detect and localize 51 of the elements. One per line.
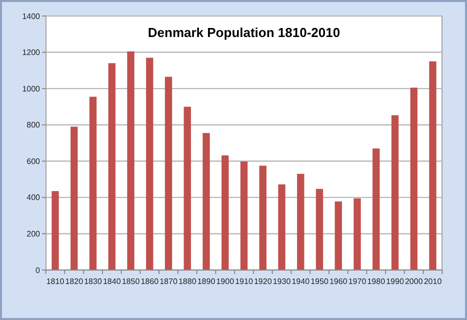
y-tick-label: 1200	[22, 48, 41, 58]
bar	[391, 115, 399, 270]
x-tick-label: 1990	[386, 277, 404, 286]
x-tick-label: 1970	[348, 277, 367, 286]
bar	[146, 58, 154, 270]
x-tick-label: 1880	[178, 277, 197, 286]
bar	[278, 184, 286, 270]
bar	[354, 198, 361, 270]
bar	[240, 162, 248, 270]
bar	[429, 61, 436, 270]
x-tick-label: 1950	[310, 277, 329, 286]
text: Denmark Population 1810-2010	[148, 25, 340, 40]
x-tick-label: 1820	[65, 277, 84, 286]
bar	[127, 51, 134, 270]
y-tick-label: 600	[26, 156, 41, 166]
bar	[297, 174, 304, 270]
x-tick-label: 1980	[367, 277, 386, 286]
bar	[70, 126, 78, 270]
y-tick-label: 1400	[22, 12, 41, 21]
bar	[334, 201, 342, 270]
y-tick-label: 1000	[22, 84, 41, 94]
x-tick-label: 1840	[102, 277, 122, 286]
bar	[222, 155, 229, 270]
bar	[89, 96, 97, 270]
x-tick-label: 1830	[84, 277, 102, 286]
bar	[184, 106, 191, 270]
x-tick-label: 1940	[292, 277, 310, 286]
x-tick-label: 1930	[272, 277, 292, 286]
bar	[410, 88, 418, 270]
bar	[316, 188, 324, 270]
bar	[259, 166, 266, 270]
bar	[372, 148, 380, 270]
x-tick-label: 1920	[254, 277, 272, 286]
y-tick-label: 400	[26, 193, 41, 202]
x-tick-label: 2000	[404, 277, 424, 286]
x-tick-label: 1860	[140, 277, 160, 286]
x-tick-label: 1900	[216, 277, 235, 286]
y-tick-label: 200	[26, 230, 41, 239]
bar	[108, 63, 116, 270]
x-tick-label: 2010	[424, 277, 442, 286]
bar	[52, 191, 59, 270]
y-tick-label: 800	[26, 120, 41, 130]
x-tick-label: 1850	[122, 277, 140, 286]
bar	[164, 76, 172, 270]
x-tick-label: 1890	[197, 277, 216, 286]
x-tick-label: 1910	[235, 277, 254, 286]
y-tick-label: 0	[36, 266, 41, 275]
bar	[202, 133, 210, 270]
x-tick-label: 1870	[160, 277, 178, 286]
x-tick-label: 1810	[46, 277, 65, 286]
x-tick-label: 1960	[329, 277, 348, 286]
